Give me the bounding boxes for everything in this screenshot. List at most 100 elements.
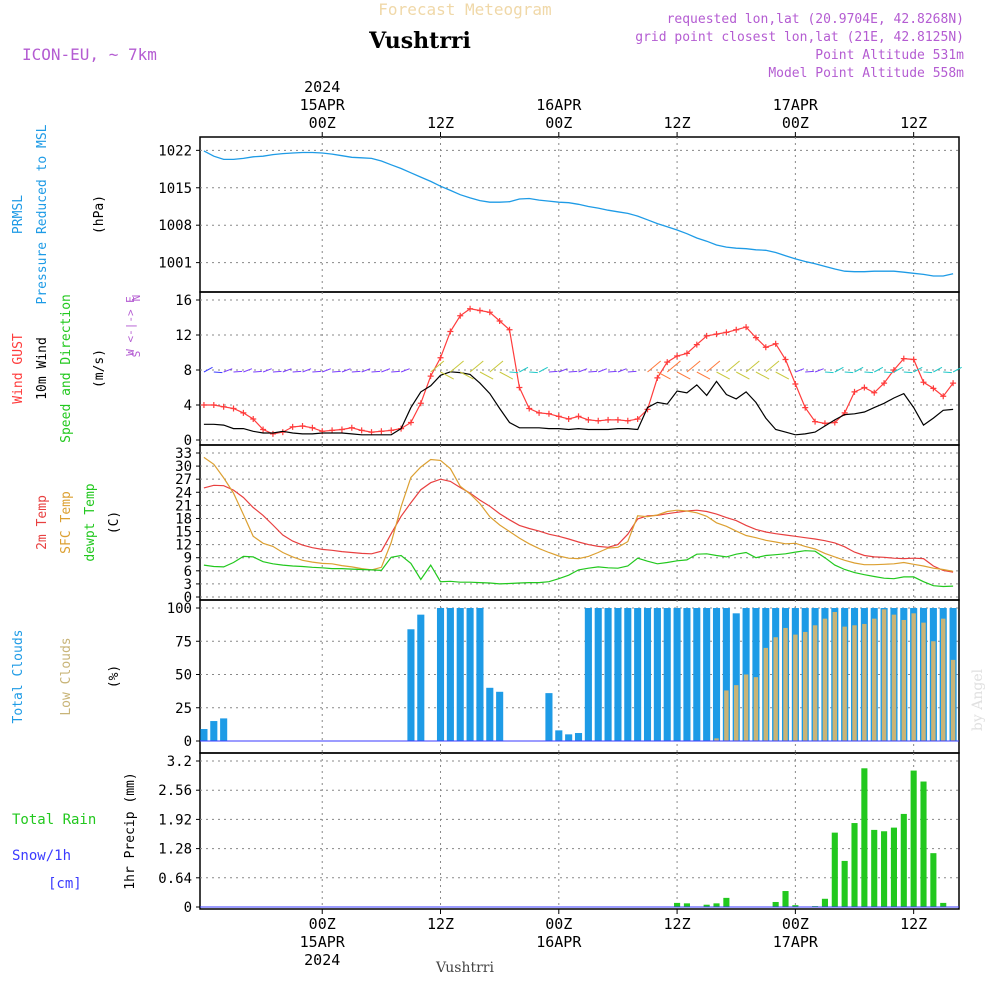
- bottom-time-label: 15APR: [300, 933, 346, 951]
- gust-marker: [664, 359, 671, 366]
- wind-direction-arrow: [864, 371, 874, 374]
- y-tick-label: 1008: [158, 218, 192, 234]
- axis-label: 2m Temp: [35, 495, 50, 550]
- bar-precip-Rain: [703, 904, 710, 907]
- bar-clouds-Total: [565, 734, 573, 741]
- gust-marker: [703, 332, 710, 339]
- y-tick-label: 27: [175, 472, 192, 488]
- wind-direction-arrow: [913, 366, 923, 373]
- wind-direction-arrow: [755, 371, 770, 380]
- panel-frame-temperature: [199, 444, 960, 601]
- gust-marker: [329, 427, 336, 434]
- gust-marker: [457, 312, 464, 319]
- wind-direction-arrow: [361, 368, 371, 373]
- bar-precip-Rain: [900, 813, 907, 907]
- axis-label: (m/s): [92, 349, 107, 388]
- model-label: ICON-EU, ~ 7km: [22, 45, 157, 64]
- top-time-label: 2024: [304, 78, 340, 96]
- gust-marker: [772, 340, 779, 347]
- bar-precip-Rain: [683, 903, 690, 907]
- wind-direction-arrow: [430, 360, 445, 373]
- bottom-time-label: 12Z: [664, 915, 691, 933]
- gust-marker: [802, 404, 809, 411]
- wind-direction-arrow: [933, 366, 943, 373]
- bar-clouds-Total: [436, 608, 445, 741]
- gust-marker: [358, 427, 365, 434]
- gust-marker: [250, 416, 257, 422]
- footer-station: Vushtrri: [435, 960, 494, 976]
- bar-clouds-Total: [486, 687, 494, 741]
- y-tick-label: 33: [175, 446, 192, 462]
- wind-direction-arrow: [627, 370, 637, 373]
- wind-direction-arrow: [952, 366, 962, 373]
- axis-label: (C): [107, 511, 122, 534]
- y-tick-label: 24: [175, 485, 192, 501]
- wind-direction-arrow: [568, 370, 578, 373]
- y-tick-label: 1.92: [158, 812, 192, 828]
- bar-precip-Rain: [782, 891, 789, 907]
- wind-direction-arrow: [696, 371, 711, 380]
- gust-marker: [595, 417, 602, 424]
- wind-direction-arrow: [459, 371, 474, 380]
- gust-marker: [693, 341, 700, 348]
- wind-direction-arrow: [588, 370, 598, 373]
- wind-direction-arrow: [203, 366, 213, 373]
- bar-clouds-Total: [663, 608, 671, 741]
- panel-frame-wind: [199, 291, 960, 446]
- bar-clouds-Low: [862, 623, 867, 741]
- bar-clouds-Low: [714, 738, 719, 741]
- axis-label: Wind GUST: [11, 333, 26, 404]
- wind-direction-arrow: [381, 368, 391, 373]
- y-tick-label: 4: [184, 398, 192, 414]
- series-line-wind: [203, 371, 954, 436]
- gust-marker: [378, 428, 385, 435]
- bar-clouds-Total: [693, 608, 701, 741]
- gust-marker: [427, 373, 434, 380]
- axis-label: dewpt Temp: [83, 483, 98, 561]
- gust-marker: [476, 307, 483, 314]
- bar-clouds-Total: [555, 730, 563, 741]
- gust-marker: [417, 400, 424, 407]
- bar-clouds-Low: [743, 674, 749, 741]
- y-tick-label: 12: [175, 328, 192, 344]
- wind-direction-arrow: [213, 371, 223, 374]
- info-grid-point: grid point closest lon,lat (21E, 42.8125…: [635, 30, 964, 45]
- gust-marker: [269, 430, 276, 437]
- wind-direction-arrow: [253, 370, 262, 373]
- bar-clouds-Low: [891, 614, 897, 741]
- gust-marker: [526, 405, 533, 412]
- bar-clouds-Total: [446, 608, 454, 741]
- bar-clouds-Total: [220, 718, 228, 741]
- bar-clouds-Low: [950, 659, 956, 741]
- gust-marker: [634, 416, 641, 422]
- gust-marker: [260, 426, 267, 433]
- bar-clouds-Low: [931, 641, 936, 741]
- wind-direction-arrow: [617, 368, 627, 373]
- bar-clouds-Low: [832, 611, 838, 741]
- bottom-time-label: 2024: [304, 951, 340, 969]
- wind-direction-arrow: [676, 371, 691, 380]
- wind-direction-arrow: [322, 368, 332, 373]
- rain-label: Total Rain: [12, 812, 96, 828]
- axis-label: PRMSL: [11, 195, 26, 234]
- y-tick-label: 0.64: [158, 871, 192, 887]
- wind-direction-arrow: [943, 371, 952, 374]
- y-tick-label: 15: [175, 525, 192, 541]
- wind-direction-arrow: [706, 360, 721, 373]
- gust-marker: [338, 426, 345, 433]
- gust-marker: [220, 403, 227, 410]
- axis-label: SFC Temp: [59, 491, 74, 554]
- gust-marker: [940, 393, 947, 400]
- bottom-time-label: 00Z: [309, 915, 336, 933]
- bar-clouds-Low: [763, 647, 769, 741]
- y-tick-label: 0: [184, 433, 192, 449]
- bar-clouds-Low: [842, 626, 847, 741]
- bar-clouds-Low: [773, 637, 778, 741]
- wind-direction-arrow: [400, 368, 410, 373]
- bar-clouds-Low: [734, 685, 739, 741]
- gust-marker: [624, 417, 631, 424]
- bottom-time-label: 16APR: [536, 933, 582, 951]
- wind-direction-arrow: [765, 360, 780, 373]
- wind-direction-arrow: [519, 366, 529, 373]
- wind-direction-arrow: [223, 368, 233, 373]
